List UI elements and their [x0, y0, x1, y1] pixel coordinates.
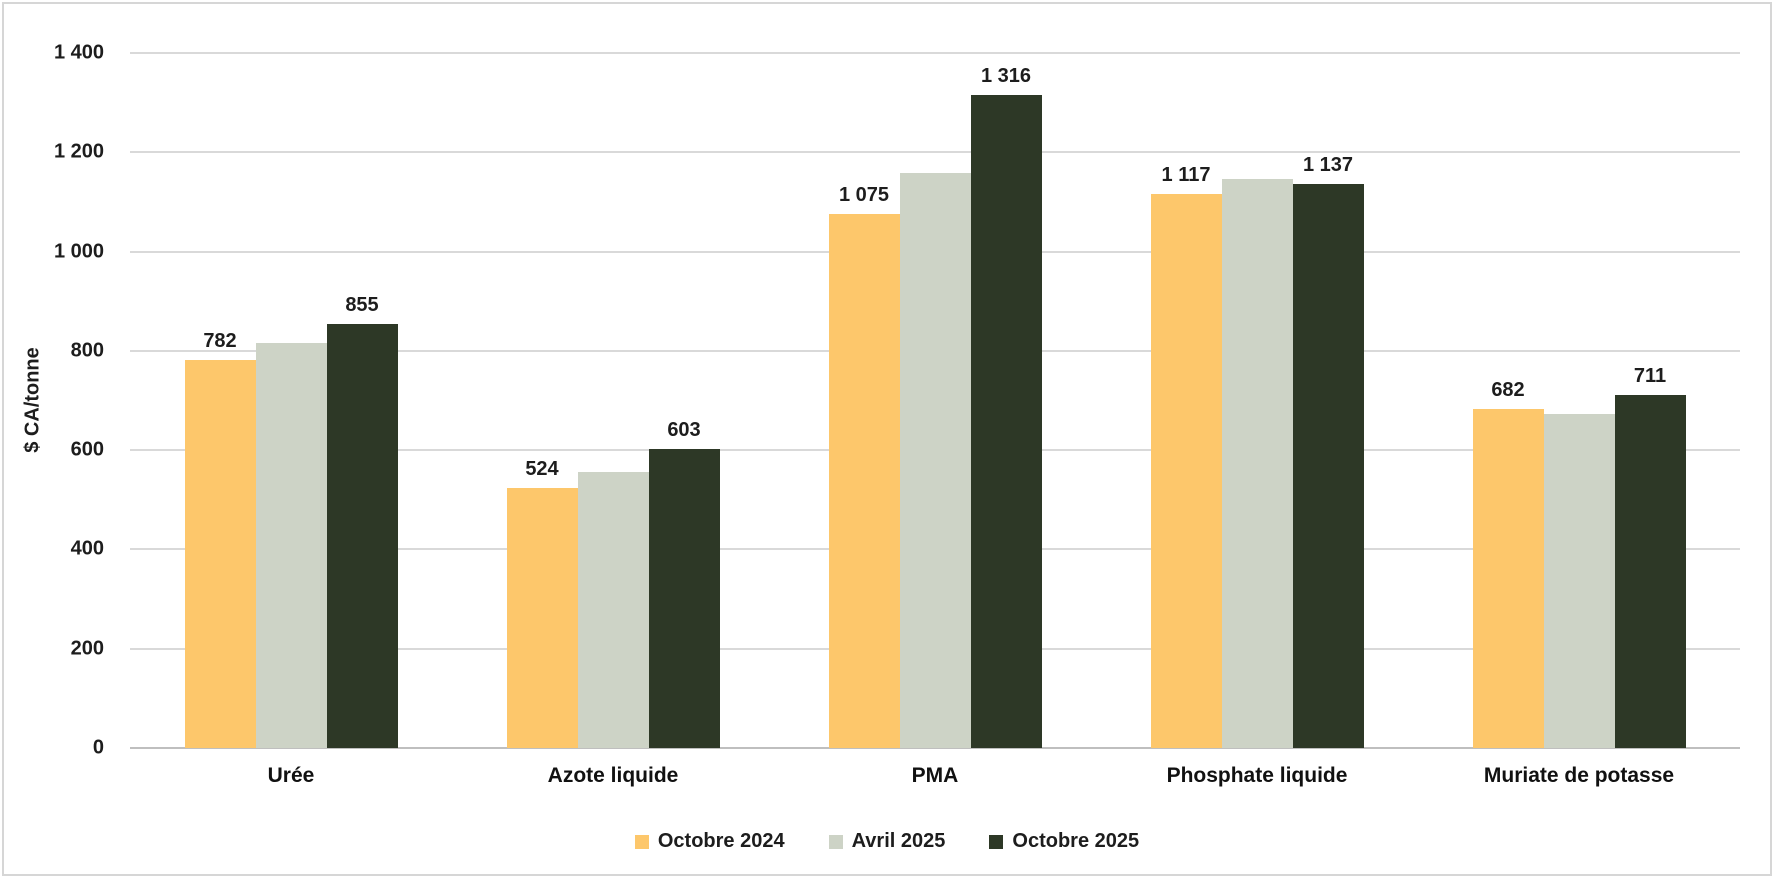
bar: [970, 94, 1042, 748]
bar: [899, 173, 971, 748]
bar-data-label: 1 316: [980, 64, 1032, 87]
bar: [1221, 179, 1293, 748]
bar-group-3: 1 075 1 316: [774, 53, 1096, 748]
bar-cell: [1221, 53, 1293, 748]
bar: [184, 359, 256, 748]
bar-cell: 1 075: [828, 53, 900, 748]
bar-cell: 603: [648, 53, 720, 748]
bar-cell: 1 316: [970, 53, 1042, 748]
bar-cell: 1 137: [1292, 53, 1364, 748]
bar-group-1: 782 855: [130, 53, 452, 748]
bar-data-label: 603: [667, 418, 701, 441]
bar-cell: 855: [326, 53, 398, 748]
legend-swatch: [989, 834, 1004, 849]
legend: Octobre 2024 Avril 2025 Octobre 2025: [0, 830, 1774, 853]
category-label: Phosphate liquide: [1166, 764, 1348, 787]
bar: [1543, 413, 1615, 748]
bar-group-2: 524 603: [452, 53, 774, 748]
bar-group-5: 682 711: [1418, 53, 1740, 748]
bar-data-label: 782: [203, 329, 237, 352]
bar-data-label: 1 117: [1161, 163, 1211, 186]
bar: [1150, 193, 1222, 748]
bar: [648, 448, 720, 748]
bar-data-label: 855: [345, 293, 379, 316]
legend-item: Octobre 2025: [989, 830, 1139, 853]
bar-cell: 782: [184, 53, 256, 748]
bar: [1292, 183, 1364, 748]
x-axis-line: [130, 747, 1740, 749]
y-tick-label: 200: [70, 637, 104, 660]
y-tick-label: 1 400: [53, 41, 104, 64]
legend-label: Avril 2025: [851, 830, 946, 852]
category-label: Urée: [267, 764, 315, 787]
bar-cell: [577, 53, 649, 748]
bar-cell: 524: [506, 53, 578, 748]
bar-cell: [899, 53, 971, 748]
legend-swatch: [634, 834, 649, 849]
y-axis-title: $ CA/tonne: [21, 347, 44, 453]
legend-label: Octobre 2025: [1012, 830, 1140, 852]
y-tick-label: 600: [70, 438, 104, 461]
bar-data-label: 524: [525, 457, 559, 480]
bar-cell: 711: [1614, 53, 1686, 748]
bar: [577, 471, 649, 748]
y-tick-label: 1 200: [53, 140, 104, 163]
bar-data-label: 1 075: [838, 184, 890, 207]
bar: [1614, 395, 1686, 748]
y-tick-label: 1 000: [53, 240, 104, 263]
bar-data-label: 1 137: [1302, 153, 1354, 176]
bar-cell: [1543, 53, 1615, 748]
category-label: PMA: [911, 764, 959, 787]
plot-area: 0 200 400 600 800 1 000 1 200 1 400 782 855 524 603…: [54, 42, 1740, 759]
gridline: [130, 52, 1740, 54]
legend-swatch: [828, 834, 843, 849]
x-axis-labels: Urée Azote liquide PMA Phosphate liquide Mur…: [130, 764, 1740, 788]
bar: [1472, 409, 1544, 748]
category-label: Azote liquide: [547, 764, 679, 787]
bar: [506, 487, 578, 748]
y-tick-label: 400: [70, 537, 104, 560]
legend-item: Octobre 2024: [634, 830, 785, 853]
bar-cell: 1 117: [1150, 53, 1222, 748]
legend-label: Octobre 2024: [657, 830, 785, 852]
bar-data-label: 682: [1491, 379, 1525, 402]
category-label: Muriate de potasse: [1483, 764, 1675, 787]
bar-cell: [255, 53, 327, 748]
bar-cell: 682: [1472, 53, 1544, 748]
y-tick-label: 800: [70, 339, 104, 362]
gridline: [130, 151, 1740, 154]
y-tick-label: 0: [92, 736, 104, 759]
bar: [326, 323, 398, 748]
legend-item: Avril 2025: [828, 830, 946, 853]
bar-group-4: 1 117 1 137: [1096, 53, 1418, 748]
bar-data-label: 711: [1633, 365, 1667, 388]
bar: [255, 342, 327, 748]
bar: [828, 214, 900, 748]
